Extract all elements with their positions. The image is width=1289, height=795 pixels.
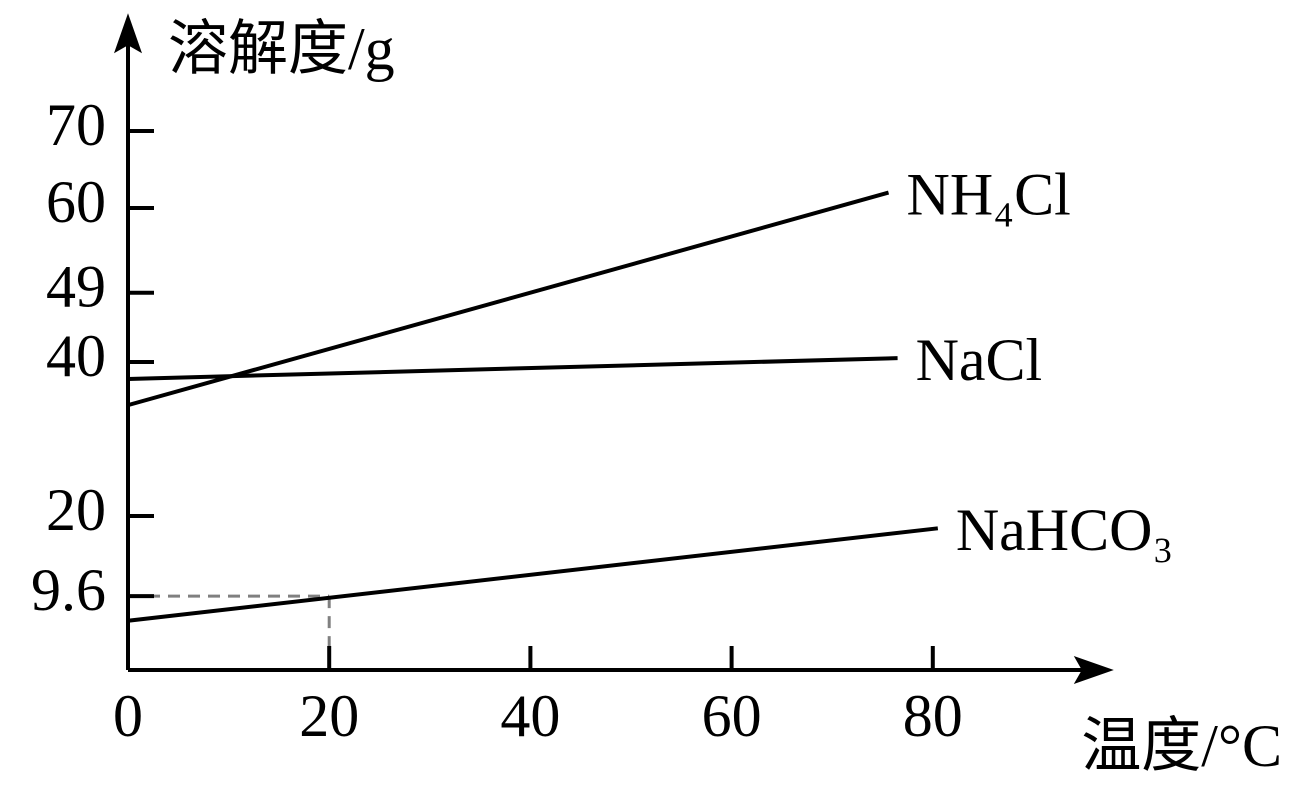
y-tick-label: 20 xyxy=(46,477,106,543)
series-line xyxy=(127,356,898,381)
y-tick-label: 60 xyxy=(46,169,106,235)
x-tick-label: 20 xyxy=(299,683,359,749)
y-tick-label: 49 xyxy=(46,253,106,319)
y-axis-title: 溶解度/g xyxy=(168,16,395,82)
x-tick-label: 40 xyxy=(500,683,560,749)
y-tick-label: 40 xyxy=(46,323,106,389)
x-axis-arrow xyxy=(1073,656,1114,684)
x-axis-title: 温度/°C xyxy=(1081,713,1282,779)
x-tick-label: 60 xyxy=(702,683,762,749)
series-label: NaHCO₃ xyxy=(956,497,1174,563)
y-tick-label: 70 xyxy=(46,92,106,158)
series-line xyxy=(127,526,939,623)
series-label: NaCl xyxy=(916,327,1043,393)
y-axis-arrow xyxy=(114,13,142,54)
x-tick-label: 0 xyxy=(113,683,143,749)
y-tick-label: 9.6 xyxy=(31,557,106,623)
series-line xyxy=(127,190,890,408)
x-tick-label: 80 xyxy=(903,683,963,749)
series-label: NH₄Cl xyxy=(907,161,1071,227)
